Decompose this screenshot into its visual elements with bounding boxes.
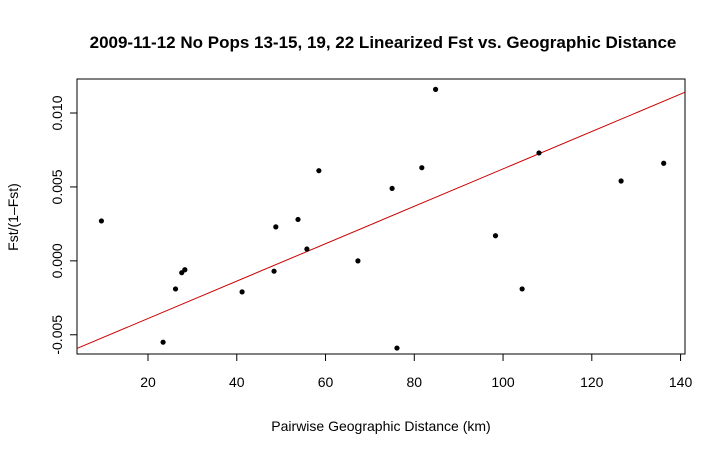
data-point — [389, 185, 395, 192]
regression-line — [76, 91, 686, 349]
data-points — [98, 86, 667, 351]
data-point — [355, 258, 361, 264]
data-point — [271, 268, 277, 274]
regression-line-group — [76, 91, 686, 349]
data-point — [316, 168, 322, 174]
plot-frame — [76, 78, 686, 355]
x-tick-label: 20 — [140, 374, 156, 390]
x-axis: 20 40 60 80 100 120 140 — [140, 353, 693, 390]
x-tick-label: 100 — [491, 374, 515, 390]
x-tick-label: 80 — [406, 374, 422, 390]
data-point — [432, 86, 439, 92]
data-point — [295, 216, 301, 223]
data-point — [273, 224, 279, 230]
y-tick-label: 0.010 — [49, 95, 65, 130]
data-point — [419, 165, 425, 171]
y-tick-label: 0.005 — [49, 169, 65, 204]
y-tick-label: 0.000 — [49, 243, 65, 278]
y-tick-label: -0.005 — [49, 315, 65, 355]
x-axis-label: Pairwise Geographic Distance (km) — [271, 418, 490, 434]
data-point — [492, 233, 499, 239]
x-tick-label: 40 — [229, 374, 245, 390]
data-point — [182, 267, 188, 273]
x-tick-label: 120 — [580, 374, 604, 390]
y-axis: -0.005 0.000 0.005 0.010 — [49, 95, 78, 355]
data-point — [160, 339, 166, 345]
x-tick-label: 60 — [318, 374, 334, 390]
x-tick-label: 140 — [669, 374, 693, 390]
data-point — [239, 289, 245, 295]
data-point — [618, 178, 624, 184]
data-point — [172, 286, 179, 292]
data-point — [519, 286, 525, 292]
data-point — [304, 246, 310, 252]
data-point — [394, 345, 400, 351]
data-point — [536, 150, 542, 156]
y-axis-label: Fst/(1–Fst) — [5, 183, 21, 251]
data-point — [98, 218, 105, 224]
data-point — [661, 160, 667, 166]
chart-title: 2009-11-12 No Pops 13-15, 19, 22 Lineari… — [90, 33, 677, 52]
